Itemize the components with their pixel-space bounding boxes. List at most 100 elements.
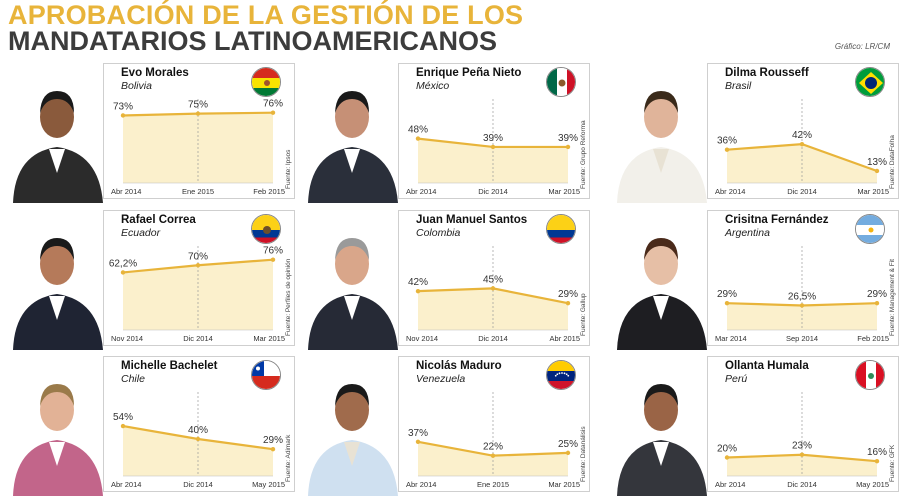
president-photo xyxy=(609,208,714,350)
main-title-line2: MANDATARIOS LATINOAMERICANOS xyxy=(8,26,497,56)
president-name: Rafael Correa xyxy=(121,214,196,226)
president-photo xyxy=(300,61,405,203)
x-tick-label: Nov 2014 xyxy=(406,334,438,343)
approval-line-chart: 73% Abr 2014 75% Ene 2015 76% Feb 2015 xyxy=(111,99,285,196)
data-label: 54% xyxy=(113,412,133,423)
graphic-credit: Gráfico: LR/CM xyxy=(834,42,890,51)
president-name: Juan Manuel Santos xyxy=(416,214,528,226)
data-point xyxy=(120,270,126,275)
venezuela-flag-icon xyxy=(546,360,576,390)
president-photo xyxy=(609,61,714,203)
data-point xyxy=(799,303,805,308)
data-label: 36% xyxy=(717,136,737,147)
data-label: 39% xyxy=(483,133,503,144)
president-panel: Evo Morales Bolivia Fuente: Ipsos 73% Abr 20… xyxy=(5,61,295,203)
x-tick-label: Dic 2014 xyxy=(183,480,213,489)
president-panel: Nicolás Maduro Venezuela Fuente: Datanális… xyxy=(300,354,590,496)
president-panel: Crisitna Fernández Argentina Fuente: Manag… xyxy=(609,208,899,350)
president-photo xyxy=(300,354,405,496)
president-panel: Michelle Bachelet Chile Fuente: Adimark 54%… xyxy=(5,354,295,496)
data-point xyxy=(270,257,276,262)
x-tick-label: Ene 2015 xyxy=(477,480,509,489)
x-tick-label: Ene 2015 xyxy=(182,187,214,196)
x-tick-label: Mar 2015 xyxy=(548,480,580,489)
approval-line-chart: 20% Abr 2014 23% Dic 2014 16% May 2015 xyxy=(715,392,889,489)
data-point xyxy=(565,450,571,456)
ecuador-flag-icon xyxy=(251,214,281,244)
data-label: 25% xyxy=(558,439,578,450)
president-photo xyxy=(5,61,110,203)
colombia-flag-icon xyxy=(546,214,576,244)
data-point xyxy=(874,300,880,306)
approval-line-chart: 54% Abr 2014 40% Dic 2014 29% May 2015 xyxy=(111,392,285,489)
data-label: 39% xyxy=(558,133,578,144)
approval-line-chart: 48% Abr 2014 39% Dic 2014 39% Mar 2015 xyxy=(406,99,580,196)
data-point xyxy=(415,288,421,294)
president-photo xyxy=(5,208,110,350)
x-tick-label: Feb 2015 xyxy=(857,334,889,343)
president-name: Ollanta Humala xyxy=(725,360,809,372)
data-point xyxy=(270,110,276,115)
country-name: Argentina xyxy=(725,227,770,239)
x-tick-label: Abr 2014 xyxy=(406,187,436,196)
approval-area xyxy=(418,288,568,330)
x-tick-label: May 2015 xyxy=(856,480,889,489)
data-label: 76% xyxy=(263,99,283,110)
approval-line-chart: 42% Nov 2014 45% Dic 2014 29% Abr 2015 xyxy=(406,246,580,343)
data-label: 13% xyxy=(867,157,887,168)
approval-line-chart: 36% Abr 2014 42% Dic 2014 13% Mar 2015 xyxy=(715,99,889,196)
x-tick-label: Sep 2014 xyxy=(786,334,818,343)
x-tick-label: Mar 2015 xyxy=(857,187,889,196)
president-photo xyxy=(609,354,714,496)
data-point xyxy=(270,446,276,452)
x-tick-label: Dic 2014 xyxy=(787,187,817,196)
president-panel: Dilma Rousseff Brasil Fuente: DataFolha 36%… xyxy=(609,61,899,203)
data-label: 26,5% xyxy=(788,291,816,302)
president-panel: Juan Manuel Santos Colombia Fuente: Gallup… xyxy=(300,208,590,350)
country-name: Perú xyxy=(725,373,748,385)
president-name: Dilma Rousseff xyxy=(725,67,809,79)
x-tick-label: May 2015 xyxy=(252,480,285,489)
data-label: 29% xyxy=(717,289,737,300)
data-label: 40% xyxy=(188,425,208,436)
data-point xyxy=(874,459,880,464)
bolivia-flag-icon xyxy=(251,67,281,97)
data-point xyxy=(490,453,496,458)
president-panel: Enrique Peña Nieto México Fuente: Grupo Re… xyxy=(300,61,590,203)
data-label: 16% xyxy=(867,447,887,458)
country-name: Colombia xyxy=(416,227,461,239)
data-label: 29% xyxy=(558,289,578,300)
x-tick-label: Feb 2015 xyxy=(253,187,285,196)
data-point xyxy=(724,455,730,460)
president-photo xyxy=(300,208,405,350)
president-panel: Ollanta Humala Perú Fuente: GFK 20% Abr 2014… xyxy=(609,354,899,496)
approval-area xyxy=(727,303,877,330)
x-tick-label: Dic 2014 xyxy=(478,334,508,343)
x-tick-label: Abr 2014 xyxy=(111,187,141,196)
data-label: 29% xyxy=(867,289,887,300)
country-name: Brasil xyxy=(725,80,752,92)
data-point xyxy=(195,263,201,268)
peru-flag-icon xyxy=(855,360,885,390)
data-label: 37% xyxy=(408,428,428,439)
data-label: 62,2% xyxy=(109,258,137,269)
country-name: Ecuador xyxy=(121,227,161,239)
data-point xyxy=(415,136,421,141)
x-tick-label: Dic 2014 xyxy=(787,480,817,489)
president-name: Enrique Peña Nieto xyxy=(416,67,522,79)
data-label: 29% xyxy=(263,435,283,446)
x-tick-label: Abr 2014 xyxy=(715,480,745,489)
data-point xyxy=(724,300,730,306)
president-name: Crisitna Fernández xyxy=(725,214,829,226)
data-point xyxy=(195,436,201,442)
president-name: Nicolás Maduro xyxy=(416,360,502,372)
x-tick-label: Abr 2014 xyxy=(406,480,436,489)
x-tick-label: Dic 2014 xyxy=(478,187,508,196)
main-title-line1: APROBACIÓN DE LA GESTIÓN DE LOS xyxy=(8,0,524,30)
country-name: México xyxy=(416,80,450,92)
data-label: 20% xyxy=(717,444,737,455)
chile-flag-icon xyxy=(251,360,281,390)
x-tick-label: Abr 2015 xyxy=(550,334,580,343)
data-point xyxy=(799,141,805,147)
data-point xyxy=(565,300,571,306)
